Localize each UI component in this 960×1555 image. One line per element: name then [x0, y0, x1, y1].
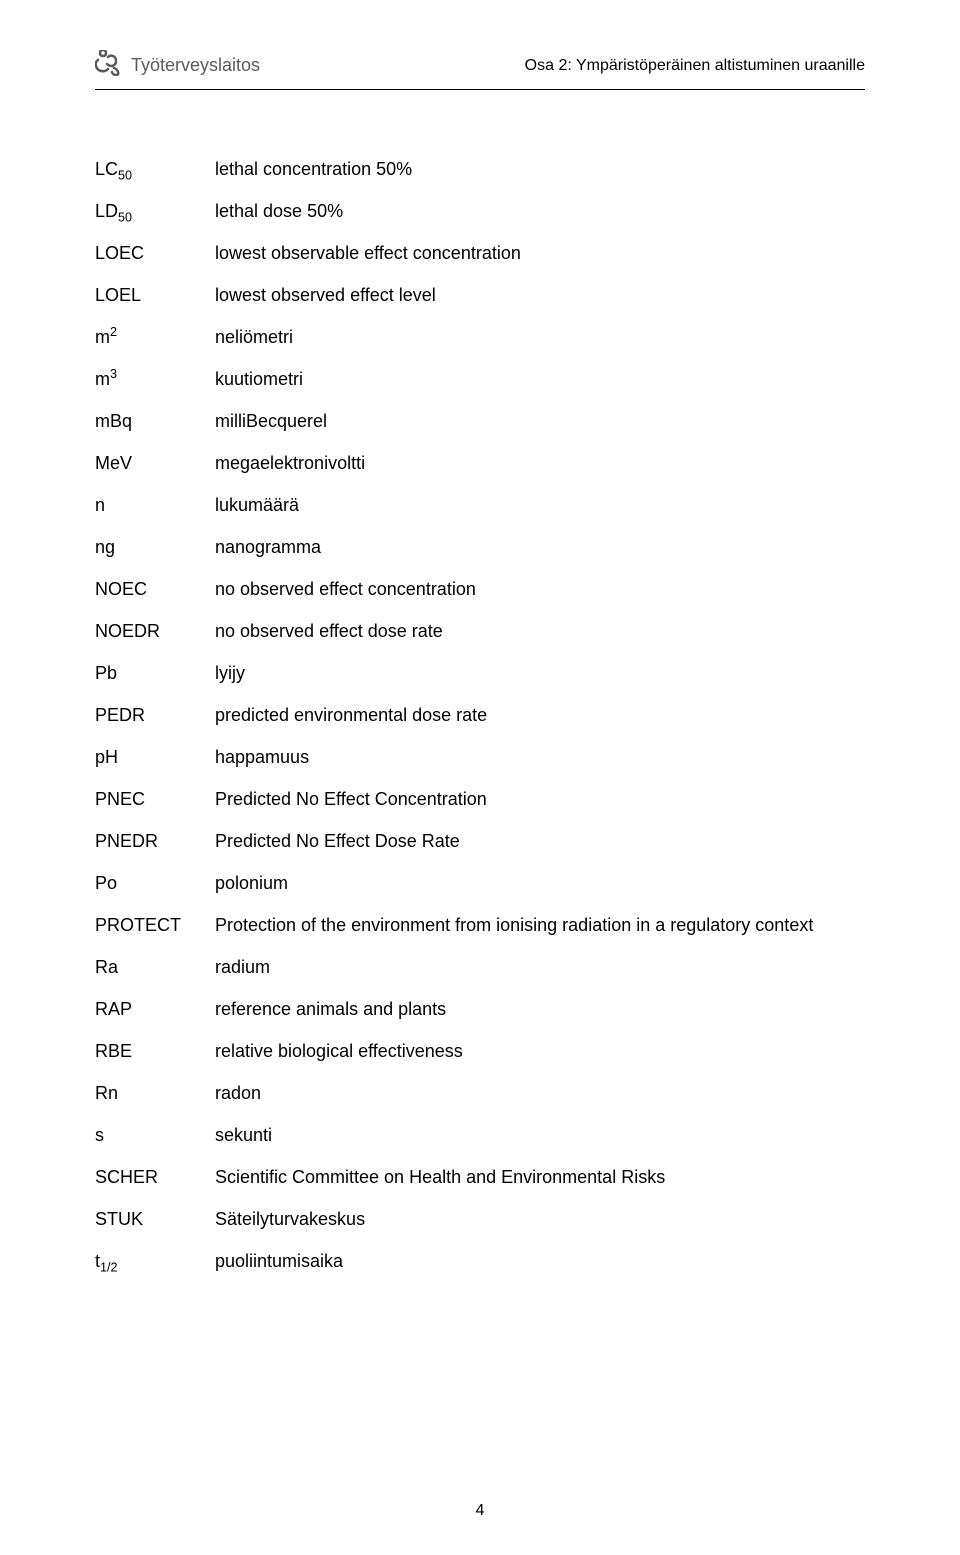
definition-row: MeVmegaelektronivoltti	[95, 454, 865, 472]
definition-row: NOEDRno observed effect dose rate	[95, 622, 865, 640]
definition-description: lukumäärä	[215, 496, 865, 514]
definition-term: s	[95, 1126, 215, 1144]
definition-term: STUK	[95, 1210, 215, 1228]
definition-term: t1/2	[95, 1252, 215, 1270]
org-logo-block: Työterveyslaitos	[95, 50, 260, 81]
definition-term: m3	[95, 370, 215, 388]
definition-term: ng	[95, 538, 215, 556]
definition-term: Rn	[95, 1084, 215, 1102]
definition-row: t1/2puoliintumisaika	[95, 1252, 865, 1270]
definition-row: ngnanogramma	[95, 538, 865, 556]
definition-term: LOEL	[95, 286, 215, 304]
definition-row: STUKSäteilyturvakeskus	[95, 1210, 865, 1228]
definition-description: radium	[215, 958, 865, 976]
definition-description: reference animals and plants	[215, 1000, 865, 1018]
definition-term: NOEC	[95, 580, 215, 598]
definition-row: nlukumäärä	[95, 496, 865, 514]
definition-row: Popolonium	[95, 874, 865, 892]
definition-term: NOEDR	[95, 622, 215, 640]
definition-row: LOEClowest observable effect concentrati…	[95, 244, 865, 262]
definition-row: PEDRpredicted environmental dose rate	[95, 706, 865, 724]
definition-description: Protection of the environment from ionis…	[215, 916, 865, 934]
definition-term: m2	[95, 328, 215, 346]
definition-row: ssekunti	[95, 1126, 865, 1144]
definition-row: mBqmilliBecquerel	[95, 412, 865, 430]
definition-term: SCHER	[95, 1168, 215, 1186]
definition-term: LD50	[95, 202, 215, 220]
definition-term: MeV	[95, 454, 215, 472]
definition-description: polonium	[215, 874, 865, 892]
definition-description: sekunti	[215, 1126, 865, 1144]
definition-description: Säteilyturvakeskus	[215, 1210, 865, 1228]
definition-term: PNEC	[95, 790, 215, 808]
definition-description: lowest observable effect concentration	[215, 244, 865, 262]
definition-row: LD50lethal dose 50%	[95, 202, 865, 220]
definition-row: Rnradon	[95, 1084, 865, 1102]
definition-row: PNECPredicted No Effect Concentration	[95, 790, 865, 808]
definition-term: PROTECT	[95, 916, 215, 934]
definition-term: PNEDR	[95, 832, 215, 850]
definitions-list: LC50lethal concentration 50% LD50lethal d…	[95, 160, 865, 1270]
definition-description: lowest observed effect level	[215, 286, 865, 304]
definition-description: relative biological effectiveness	[215, 1042, 865, 1060]
definition-description: Predicted No Effect Dose Rate	[215, 832, 865, 850]
page-number: 4	[0, 1502, 960, 1520]
definition-term: Ra	[95, 958, 215, 976]
document-page: Työterveyslaitos Osa 2: Ympäristöperäine…	[0, 0, 960, 1555]
definition-term: RBE	[95, 1042, 215, 1060]
definition-row: PROTECTProtection of the environment fro…	[95, 916, 865, 934]
org-logo-icon	[95, 50, 125, 81]
definition-description: predicted environmental dose rate	[215, 706, 865, 724]
definition-row: m2neliömetri	[95, 328, 865, 346]
definition-row: NOECno observed effect concentration	[95, 580, 865, 598]
definition-description: milliBecquerel	[215, 412, 865, 430]
definition-row: RBErelative biological effectiveness	[95, 1042, 865, 1060]
definition-row: RAPreference animals and plants	[95, 1000, 865, 1018]
definition-description: nanogramma	[215, 538, 865, 556]
definition-row: LOELlowest observed effect level	[95, 286, 865, 304]
definition-term: LC50	[95, 160, 215, 178]
definition-description: Scientific Committee on Health and Envir…	[215, 1168, 865, 1186]
definition-row: Raradium	[95, 958, 865, 976]
definition-description: happamuus	[215, 748, 865, 766]
definition-description: lethal dose 50%	[215, 202, 865, 220]
definition-description: Predicted No Effect Concentration	[215, 790, 865, 808]
definition-description: no observed effect concentration	[215, 580, 865, 598]
definition-description: megaelektronivoltti	[215, 454, 865, 472]
definition-term: mBq	[95, 412, 215, 430]
definition-row: LC50lethal concentration 50%	[95, 160, 865, 178]
definition-term: Po	[95, 874, 215, 892]
page-header: Työterveyslaitos Osa 2: Ympäristöperäine…	[95, 50, 865, 90]
definition-row: pHhappamuus	[95, 748, 865, 766]
definition-description: no observed effect dose rate	[215, 622, 865, 640]
definition-row: SCHERScientific Committee on Health and …	[95, 1168, 865, 1186]
definition-term: PEDR	[95, 706, 215, 724]
definition-row: PNEDRPredicted No Effect Dose Rate	[95, 832, 865, 850]
definition-description: puoliintumisaika	[215, 1252, 865, 1270]
definition-description: lyijy	[215, 664, 865, 682]
definition-term: RAP	[95, 1000, 215, 1018]
definition-row: m3kuutiometri	[95, 370, 865, 388]
org-name: Työterveyslaitos	[131, 55, 260, 76]
section-title: Osa 2: Ympäristöperäinen altistuminen ur…	[525, 57, 865, 75]
definition-term: LOEC	[95, 244, 215, 262]
definition-description: radon	[215, 1084, 865, 1102]
definition-term: pH	[95, 748, 215, 766]
definition-description: lethal concentration 50%	[215, 160, 865, 178]
definition-row: Pblyijy	[95, 664, 865, 682]
definition-term: n	[95, 496, 215, 514]
definition-description: neliömetri	[215, 328, 865, 346]
definition-term: Pb	[95, 664, 215, 682]
definition-description: kuutiometri	[215, 370, 865, 388]
